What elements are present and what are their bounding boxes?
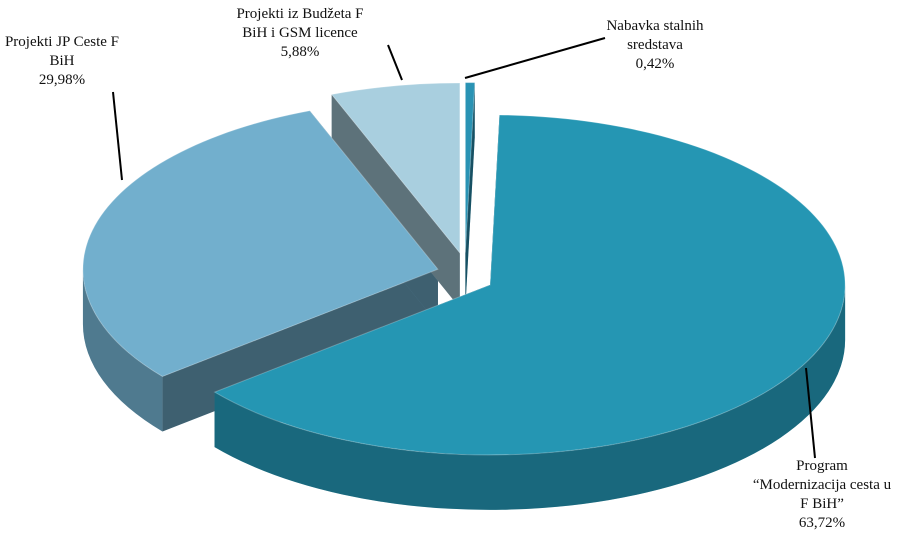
slice-wall <box>465 82 475 308</box>
category-label: Nabavka stalnih sredstava <box>606 18 704 53</box>
slice <box>330 82 461 255</box>
leader-line <box>112 91 123 181</box>
slice-side <box>214 284 846 510</box>
slice-wall <box>331 94 460 308</box>
value-label: 0,42% <box>636 56 675 72</box>
leader-line <box>387 44 403 81</box>
slice-wall-shade <box>465 82 475 308</box>
value-label: 29,98% <box>39 72 85 88</box>
value-label: 63,72% <box>799 515 845 531</box>
slice <box>213 114 846 456</box>
slice <box>464 82 476 253</box>
category-label: Projekti iz Budžeta F BiH i GSM licence <box>236 6 363 41</box>
slice-wall-shade <box>331 94 460 308</box>
slice <box>82 110 439 378</box>
slice-side <box>82 269 163 432</box>
value-label: 5,88% <box>281 44 320 60</box>
slice-side-shade <box>82 269 163 432</box>
slice-side-shade <box>214 284 846 510</box>
leader-line <box>805 367 816 459</box>
leader-line <box>464 37 606 79</box>
category-label: Projekti JP Ceste F BiH <box>5 34 119 69</box>
